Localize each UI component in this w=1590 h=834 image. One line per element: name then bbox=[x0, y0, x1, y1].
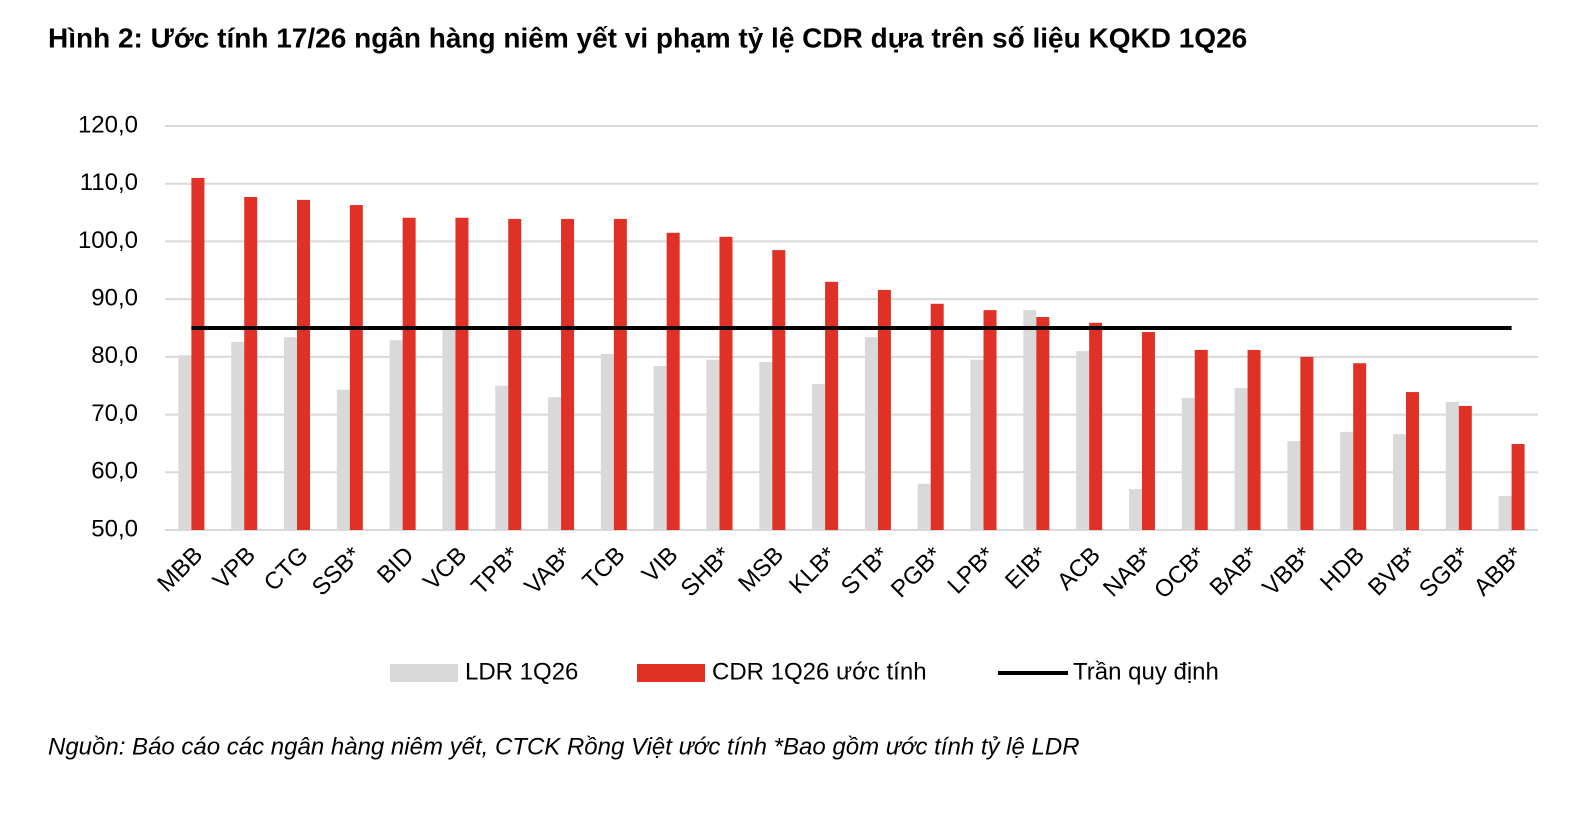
y-tick-label: 90,0 bbox=[91, 284, 138, 311]
legend-label: Trần quy định bbox=[1073, 658, 1219, 685]
bar bbox=[508, 218, 522, 531]
x-tick-label: MBB bbox=[152, 542, 208, 598]
chart-title: Hình 2: Ước tính 17/26 ngân hàng niêm yế… bbox=[48, 22, 1247, 53]
x-tick-label: MSB bbox=[733, 542, 789, 598]
x-tick-label: VAB* bbox=[519, 542, 577, 600]
bar bbox=[970, 359, 984, 530]
bar bbox=[812, 383, 826, 530]
x-tick-label: VBB* bbox=[1257, 542, 1317, 602]
x-tick-label: EIB* bbox=[1000, 542, 1053, 595]
bar bbox=[600, 353, 614, 530]
bar bbox=[864, 337, 878, 530]
bar bbox=[1023, 310, 1037, 530]
legend-swatch bbox=[390, 664, 458, 682]
bar bbox=[191, 177, 205, 530]
x-tick-label: ABB* bbox=[1469, 542, 1529, 602]
bar bbox=[1445, 401, 1459, 530]
bar bbox=[1194, 349, 1208, 530]
x-tick-label: ACB bbox=[1052, 542, 1106, 596]
bar bbox=[613, 218, 627, 531]
bar bbox=[1353, 363, 1367, 530]
bar bbox=[1405, 392, 1419, 530]
y-tick-label: 60,0 bbox=[91, 458, 138, 485]
y-tick-label: 70,0 bbox=[91, 400, 138, 427]
x-tick-label: SSB* bbox=[307, 542, 367, 602]
x-tick-label: SHB* bbox=[676, 542, 737, 603]
y-tick-label: 120,0 bbox=[78, 111, 138, 138]
x-tick-label: NAB* bbox=[1098, 542, 1159, 603]
bar bbox=[231, 341, 245, 530]
bar bbox=[653, 366, 667, 530]
bar bbox=[1247, 349, 1261, 530]
legend-label: LDR 1Q26 bbox=[465, 658, 578, 685]
y-tick-label: 50,0 bbox=[91, 515, 138, 542]
bar bbox=[297, 199, 311, 531]
bar bbox=[666, 232, 680, 530]
bar bbox=[1340, 431, 1354, 530]
bar bbox=[1234, 388, 1248, 530]
bar bbox=[930, 303, 944, 530]
x-tick-label: SGB* bbox=[1414, 542, 1476, 604]
bar bbox=[1036, 317, 1050, 530]
bar bbox=[1141, 332, 1155, 530]
bar bbox=[1511, 444, 1525, 530]
y-tick-label: 80,0 bbox=[91, 342, 138, 369]
bar bbox=[402, 217, 416, 530]
legend-swatch bbox=[637, 664, 705, 682]
x-tick-label: PGB* bbox=[886, 542, 948, 604]
bar bbox=[455, 217, 469, 530]
bar bbox=[442, 329, 456, 530]
bar bbox=[1076, 351, 1090, 530]
bar bbox=[759, 362, 773, 530]
x-tick-label: LPB* bbox=[942, 542, 1000, 600]
bar bbox=[1498, 495, 1512, 530]
x-tick-label: BVB* bbox=[1363, 542, 1423, 602]
x-tick-label: KLB* bbox=[784, 542, 842, 600]
bar bbox=[1287, 441, 1301, 530]
x-tick-label: OCB* bbox=[1149, 542, 1211, 604]
bar bbox=[772, 250, 786, 531]
bar bbox=[877, 289, 891, 530]
bar bbox=[1128, 489, 1142, 530]
y-tick-label: 110,0 bbox=[80, 169, 138, 196]
bar bbox=[825, 281, 839, 530]
bar bbox=[1300, 356, 1314, 530]
bar bbox=[561, 218, 575, 531]
x-tick-label: CTG bbox=[259, 542, 314, 597]
source-note: Nguồn: Báo cáo các ngân hàng niêm yết, C… bbox=[48, 733, 1080, 760]
x-tick-label: TCB bbox=[578, 542, 631, 595]
bar bbox=[389, 340, 403, 530]
legend-label: CDR 1Q26 ước tính bbox=[712, 658, 927, 685]
bar bbox=[1089, 322, 1103, 530]
bar bbox=[719, 236, 733, 530]
bar bbox=[336, 389, 350, 530]
bar bbox=[917, 483, 931, 530]
x-tick-label: BAB* bbox=[1205, 542, 1265, 602]
bar bbox=[284, 337, 298, 530]
x-tick-label: HDB bbox=[1315, 542, 1370, 597]
bar bbox=[1181, 397, 1195, 530]
bar bbox=[706, 359, 720, 530]
bar bbox=[244, 196, 258, 530]
x-tick-label: STB* bbox=[836, 542, 895, 601]
bar bbox=[983, 310, 997, 530]
y-tick-label: 100,0 bbox=[78, 227, 138, 254]
x-tick-label: VPB bbox=[208, 542, 261, 595]
x-tick-label: BID bbox=[372, 542, 419, 589]
bar bbox=[495, 385, 509, 530]
bar bbox=[1392, 434, 1406, 530]
bar bbox=[178, 355, 192, 530]
bar bbox=[548, 397, 562, 530]
bar bbox=[349, 205, 363, 530]
x-tick-label: TPB* bbox=[466, 542, 525, 601]
bar bbox=[1458, 405, 1472, 530]
x-tick-label: VCB bbox=[418, 542, 472, 596]
